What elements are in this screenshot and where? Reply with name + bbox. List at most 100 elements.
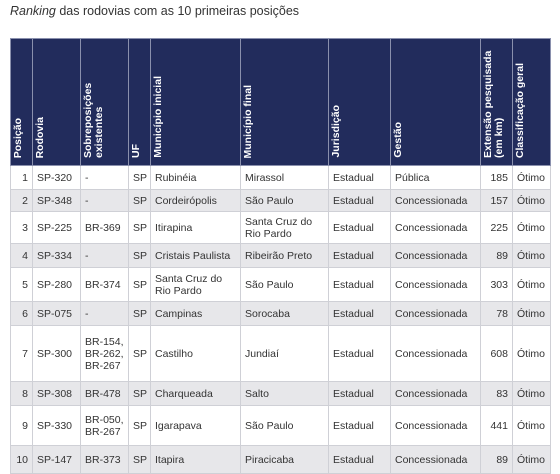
table-cell: Concessionada	[390, 445, 481, 474]
column-header: UF	[128, 38, 151, 166]
table-cell: SP	[128, 381, 151, 406]
table-cell: Rubinéia	[150, 165, 241, 190]
table-cell: Estadual	[328, 211, 391, 244]
table-row: 7 SP-300 BR-154, BR-262, BR-267 SP Castilho J…	[10, 325, 551, 382]
table-cell: 441	[480, 405, 513, 446]
table-cell: BR-050, BR-267	[80, 405, 129, 446]
table-cell: Concessionada	[390, 267, 481, 302]
table-cell: Ótimo	[512, 301, 551, 326]
table-cell: 608	[480, 325, 513, 382]
table-cell: -	[80, 301, 129, 326]
table-cell: Ótimo	[512, 405, 551, 446]
table-cell: SP-300	[32, 325, 81, 382]
table-cell: Estadual	[328, 381, 391, 406]
table-row: 1 SP-320- SP Rubinéia Mirassol Estadual Públic…	[10, 165, 551, 190]
column-header-text: Município final	[242, 84, 254, 159]
table-cell: Santa Cruz do Rio Pardo	[150, 267, 241, 302]
column-header: Jurisdição	[328, 38, 391, 166]
table-cell: BR-373	[80, 445, 129, 474]
table-cell: Cordeirópolis	[150, 189, 241, 212]
table-cell: 78	[480, 301, 513, 326]
table-cell: Salto	[240, 381, 329, 406]
table-cell: Castilho	[150, 325, 241, 382]
column-header-text: Gestão	[392, 122, 404, 158]
table-cell: Estadual	[328, 165, 391, 190]
table-cell: 5	[10, 267, 33, 302]
caption-emphasis: Ranking	[10, 4, 56, 18]
table-cell: 1	[10, 165, 33, 190]
table-cell: 7	[10, 325, 33, 382]
table-cell: Santa Cruz do Rio Pardo	[240, 211, 329, 244]
table-cell: 4	[10, 243, 33, 268]
table-cell: Concessionada	[390, 405, 481, 446]
table-cell: BR-154, BR-262, BR-267	[80, 325, 129, 382]
table-cell: SP	[128, 405, 151, 446]
table-cell: Concessionada	[390, 381, 481, 406]
column-header-text: Classificação geral	[514, 62, 526, 158]
table-cell: Campinas	[150, 301, 241, 326]
table-cell: 6	[10, 301, 33, 326]
table-cell: 10	[10, 445, 33, 474]
table-cell: SP-147	[32, 445, 81, 474]
table-cell: Concessionada	[390, 325, 481, 382]
table-cell: Estadual	[328, 445, 391, 474]
column-header: Município final	[240, 38, 329, 166]
table-cell: -	[80, 165, 129, 190]
table-cell: São Paulo	[240, 267, 329, 302]
table-cell: Jundiaí	[240, 325, 329, 382]
table-cell: SP	[128, 211, 151, 244]
table-cell: SP-075	[32, 301, 81, 326]
table-cell: Ótimo	[512, 165, 551, 190]
caption: Ranking das rodovias com as 10 primeiras…	[10, 4, 299, 18]
table-cell: Concessionada	[390, 301, 481, 326]
table-cell: Ótimo	[512, 325, 551, 382]
table-cell: SP-308	[32, 381, 81, 406]
table-cell: Estadual	[328, 325, 391, 382]
table-cell: 185	[480, 165, 513, 190]
table-cell: 2	[10, 189, 33, 212]
table-cell: Estadual	[328, 301, 391, 326]
table-cell: Ótimo	[512, 243, 551, 268]
table-cell: SP-280	[32, 267, 81, 302]
table-cell: Piracicaba	[240, 445, 329, 474]
table-cell: Concessionada	[390, 189, 481, 212]
table-cell: Itapira	[150, 445, 241, 474]
column-header: Classificação geral	[512, 38, 551, 166]
table-row: 9 SP-330 BR-050, BR-267 SP Igarapava São Paul…	[10, 405, 551, 446]
column-header: Município inicial	[150, 38, 241, 166]
column-header-text: Rodovia	[34, 116, 46, 158]
table-cell: BR-369	[80, 211, 129, 244]
table-cell: SP-320	[32, 165, 81, 190]
column-header-text: Extensão pesquisada (em km)	[482, 50, 505, 158]
table-row: 4 SP-334- SP Cristais Paulista Ribeirão Pret…	[10, 243, 551, 268]
table-cell: -	[80, 243, 129, 268]
table-cell: Estadual	[328, 189, 391, 212]
table-cell: 225	[480, 211, 513, 244]
column-header: Rodovia	[32, 38, 81, 166]
table-row: 3 SP-225 BR-369 SP Itirapina Santa Cruz do Ri…	[10, 211, 551, 244]
table-cell: Igarapava	[150, 405, 241, 446]
column-header: Posição	[10, 38, 33, 166]
table-cell: Ótimo	[512, 211, 551, 244]
table-cell: 83	[480, 381, 513, 406]
table-cell: Charqueada	[150, 381, 241, 406]
table-cell: 9	[10, 405, 33, 446]
column-header: Sobreposições existentes	[80, 38, 129, 166]
column-header-text: Jurisdição	[330, 105, 342, 158]
table-cell: 303	[480, 267, 513, 302]
table-cell: Estadual	[328, 243, 391, 268]
table-cell: São Paulo	[240, 405, 329, 446]
caption-text: das rodovias com as 10 primeiras posiçõe…	[59, 4, 300, 18]
ranking-table: Posição Rodovia Sobreposições existentes UF…	[10, 38, 551, 474]
table-cell: 89	[480, 445, 513, 474]
table-cell: Estadual	[328, 267, 391, 302]
table-cell: BR-374	[80, 267, 129, 302]
table-cell: SP-334	[32, 243, 81, 268]
column-header-text: Posição	[12, 117, 24, 158]
table-cell: SP	[128, 267, 151, 302]
column-header-text: Sobreposições existentes	[82, 82, 105, 158]
table-cell: Concessionada	[390, 243, 481, 268]
table-row: 5 SP-280 BR-374 SP Santa Cruz do Rio Pardo Sã…	[10, 267, 551, 302]
table-cell: SP-225	[32, 211, 81, 244]
